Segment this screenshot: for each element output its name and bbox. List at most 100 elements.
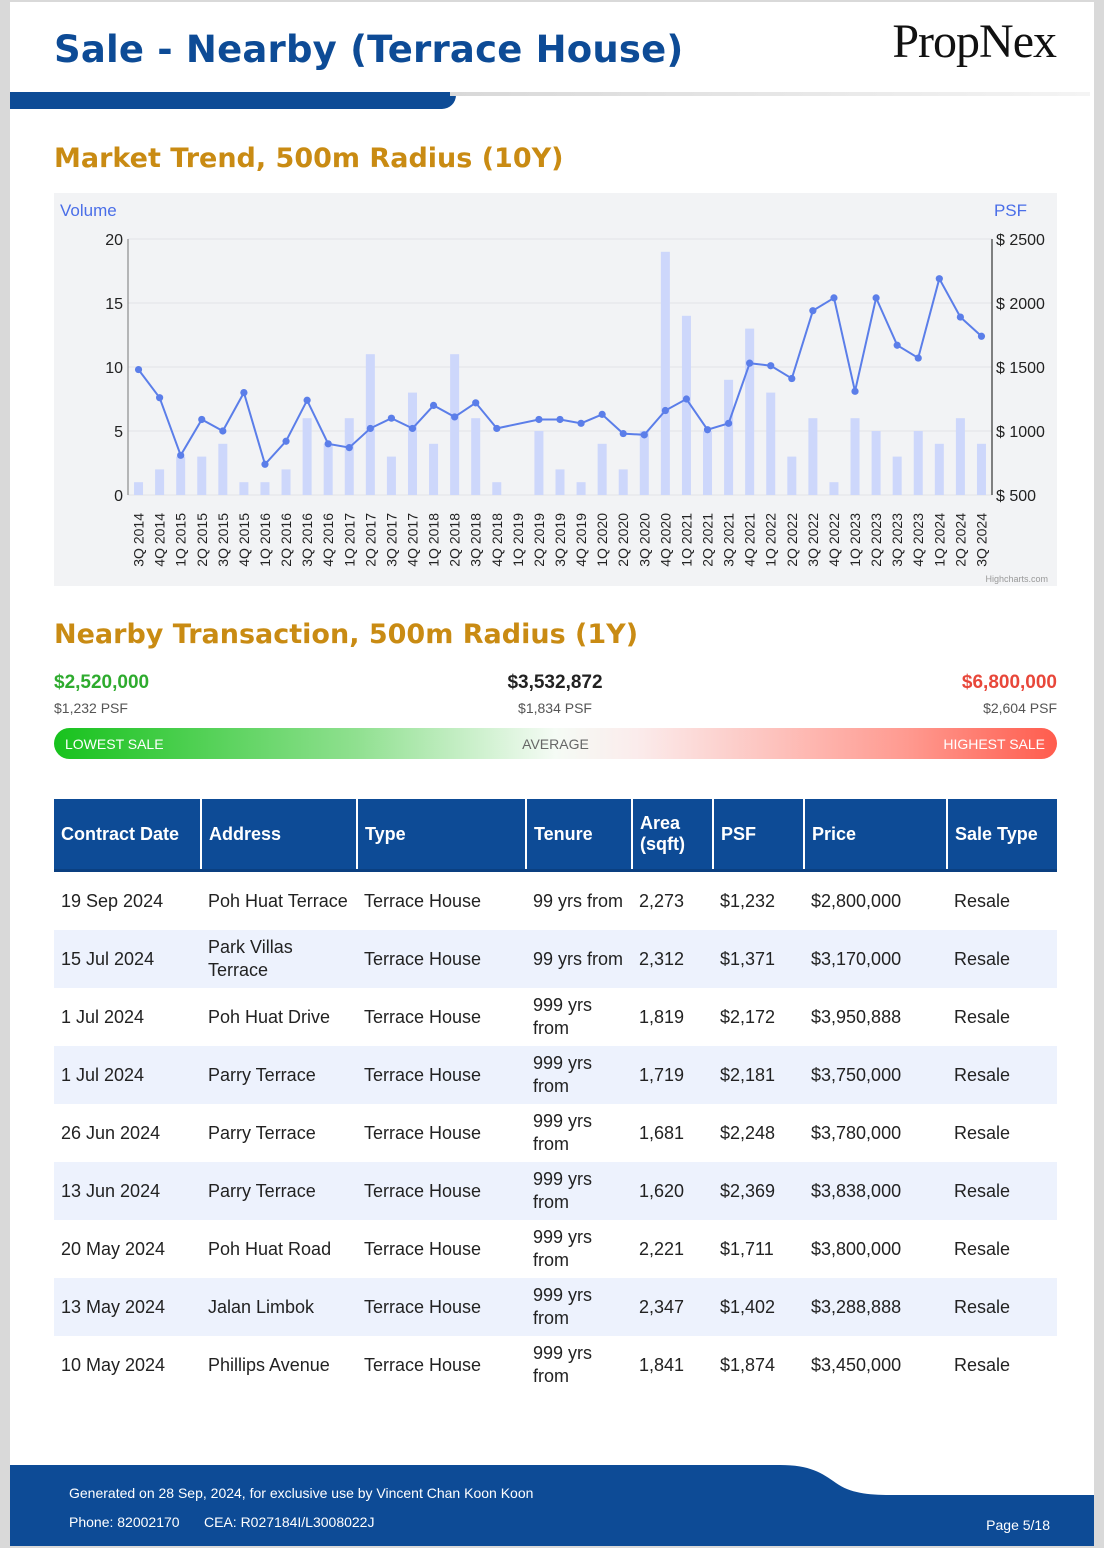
header-area: Area (sqft) — [632, 799, 714, 872]
psf-point — [661, 406, 669, 415]
x-tick-label: 3Q 2024 — [973, 513, 989, 567]
average-sale-price: $3,532,872 — [507, 672, 603, 693]
psf-point — [493, 424, 501, 433]
lowest-sale-label: LOWEST SALE — [65, 736, 164, 752]
x-tick-label: 1Q 2024 — [931, 513, 947, 567]
highest-sale-psf: $2,604 PSF — [983, 700, 1057, 716]
volume-bar — [197, 456, 207, 495]
psf-point — [408, 424, 417, 433]
cell-sale-type: Resale — [947, 1278, 1057, 1336]
psf-point — [429, 401, 438, 409]
volume-bar — [681, 315, 691, 495]
volume-bar — [913, 431, 923, 495]
psf-point — [451, 413, 459, 421]
cell-type: Terrace House — [357, 1278, 526, 1336]
volume-bar — [386, 456, 396, 495]
volume-bar — [155, 469, 165, 495]
footer-cea: CEA: R027184I/L3008022J — [204, 1514, 375, 1530]
cell-type: Terrace House — [357, 1162, 526, 1220]
right-tick-label: $ 2500 — [996, 232, 1045, 249]
cell-contract-date: 13 Jun 2024 — [54, 1162, 201, 1220]
x-tick-label: 3Q 2019 — [552, 513, 568, 567]
cell-psf: $1,711 — [720, 1238, 774, 1259]
psf-point — [282, 437, 290, 445]
left-tick-label: 15 — [105, 296, 123, 313]
x-tick-label: 2Q 2021 — [700, 513, 716, 567]
cell-address: Parry Terrace — [201, 1162, 357, 1220]
x-tick-label: 3Q 2023 — [889, 513, 905, 567]
psf-point — [935, 275, 943, 283]
lowest-sale-psf: $1,232 PSF — [54, 700, 128, 716]
psf-point — [556, 415, 564, 424]
header-sale-type: Sale Type — [947, 799, 1057, 872]
chart-plot: 20 15 10 5 0 $ 2500 $ 2000 $ 1500 $ 1000 $ 500 3Q … — [105, 232, 1048, 584]
cell-tenure: 999 yrs from — [526, 1162, 632, 1220]
x-tick-label: 1Q 2017 — [341, 513, 357, 567]
volume-bar — [323, 443, 333, 495]
cell-tenure: 999 yrs from — [533, 995, 593, 1038]
cell-type: Terrace House — [357, 1046, 526, 1104]
x-tick-label: 2Q 2016 — [278, 513, 294, 567]
x-tick-label: 2Q 2024 — [952, 513, 968, 567]
chart-credit: Highcharts.com — [985, 574, 1048, 584]
cell-contract-date: 15 Jul 2024 — [54, 930, 201, 988]
x-tick-label: 3Q 2016 — [299, 513, 315, 567]
x-tick-label: 3Q 2015 — [215, 513, 231, 567]
volume-bar — [829, 482, 839, 495]
psf-point — [219, 427, 227, 435]
lowest-sale-price: $2,520,000 — [54, 672, 150, 693]
volume-bar — [766, 392, 776, 495]
footer-background — [10, 1465, 1094, 1546]
cell-psf: $1,874 — [720, 1354, 776, 1375]
left-axis-title: Volume — [60, 201, 117, 220]
table-row: 15 Jul 2024 Park Villas Terrace Terrace Ho… — [54, 930, 1057, 988]
cell-psf: $2,369 — [713, 1162, 804, 1220]
x-tick-label: 4Q 2020 — [657, 513, 673, 567]
cell-tenure: 999 yrs from — [526, 1046, 632, 1104]
x-tick-label: 4Q 2018 — [489, 513, 505, 567]
average-sale-psf: $1,834 PSF — [518, 700, 592, 716]
volume-bar — [176, 456, 186, 495]
report-page: Sale - Nearby (Terrace House) PropNex Ma… — [10, 2, 1094, 1546]
cell-price: $3,750,000 — [804, 1046, 947, 1104]
x-tick-label: 4Q 2015 — [236, 513, 252, 567]
highest-sale-price: $6,800,000 — [961, 672, 1057, 693]
header-contract-date: Contract Date — [54, 799, 202, 872]
right-tick-label: $ 500 — [996, 488, 1036, 505]
volume-bar — [218, 443, 228, 495]
psf-point — [851, 387, 859, 395]
cell-psf: $2,172 — [720, 1006, 776, 1027]
cell-address: Poh Huat Terrace — [208, 890, 348, 911]
cell-type: Terrace House — [364, 1354, 482, 1375]
cell-contract-date: 19 Sep 2024 — [61, 890, 164, 911]
volume-bar — [429, 443, 439, 495]
volume-bar — [492, 482, 502, 495]
cell-psf: $1,402 — [713, 1278, 804, 1336]
cell-tenure: 999 yrs from — [533, 1111, 593, 1154]
table-row: 20 May 2024 Poh Huat Road Terrace House 999… — [54, 1220, 1057, 1278]
cell-area: 2,347 — [632, 1278, 713, 1336]
header-accent-bar — [10, 92, 456, 109]
x-tick-label: 4Q 2022 — [826, 513, 842, 567]
average-label: AVERAGE — [522, 736, 589, 752]
psf-point — [724, 419, 733, 427]
header-tenure: Tenure — [526, 799, 633, 872]
cell-tenure: 999 yrs from — [533, 1227, 593, 1270]
highest-sale-summary: $6,800,000 $2,604 PSF — [962, 672, 1057, 716]
header-divider — [450, 92, 1090, 96]
x-tick-label: 2Q 2019 — [531, 513, 547, 567]
psf-point — [345, 444, 353, 452]
lowest-sale-summary: $2,520,000 $1,232 PSF — [54, 672, 149, 716]
cell-price: $2,800,000 — [811, 890, 902, 911]
market-trend-title: Market Trend, 500m Radius (10Y) — [54, 143, 564, 174]
x-tick-label: 4Q 2014 — [152, 513, 168, 567]
volume-bar — [934, 443, 944, 495]
psf-point — [240, 389, 248, 397]
cell-price: $3,170,000 — [804, 930, 947, 988]
cell-area: 2,221 — [639, 1238, 685, 1259]
volume-bar — [239, 482, 249, 495]
cell-sale-type: Resale — [954, 1006, 1011, 1027]
volume-bar — [597, 443, 607, 495]
cell-type: Terrace House — [364, 890, 482, 911]
cell-contract-date: 1 Jul 2024 — [61, 1006, 145, 1027]
